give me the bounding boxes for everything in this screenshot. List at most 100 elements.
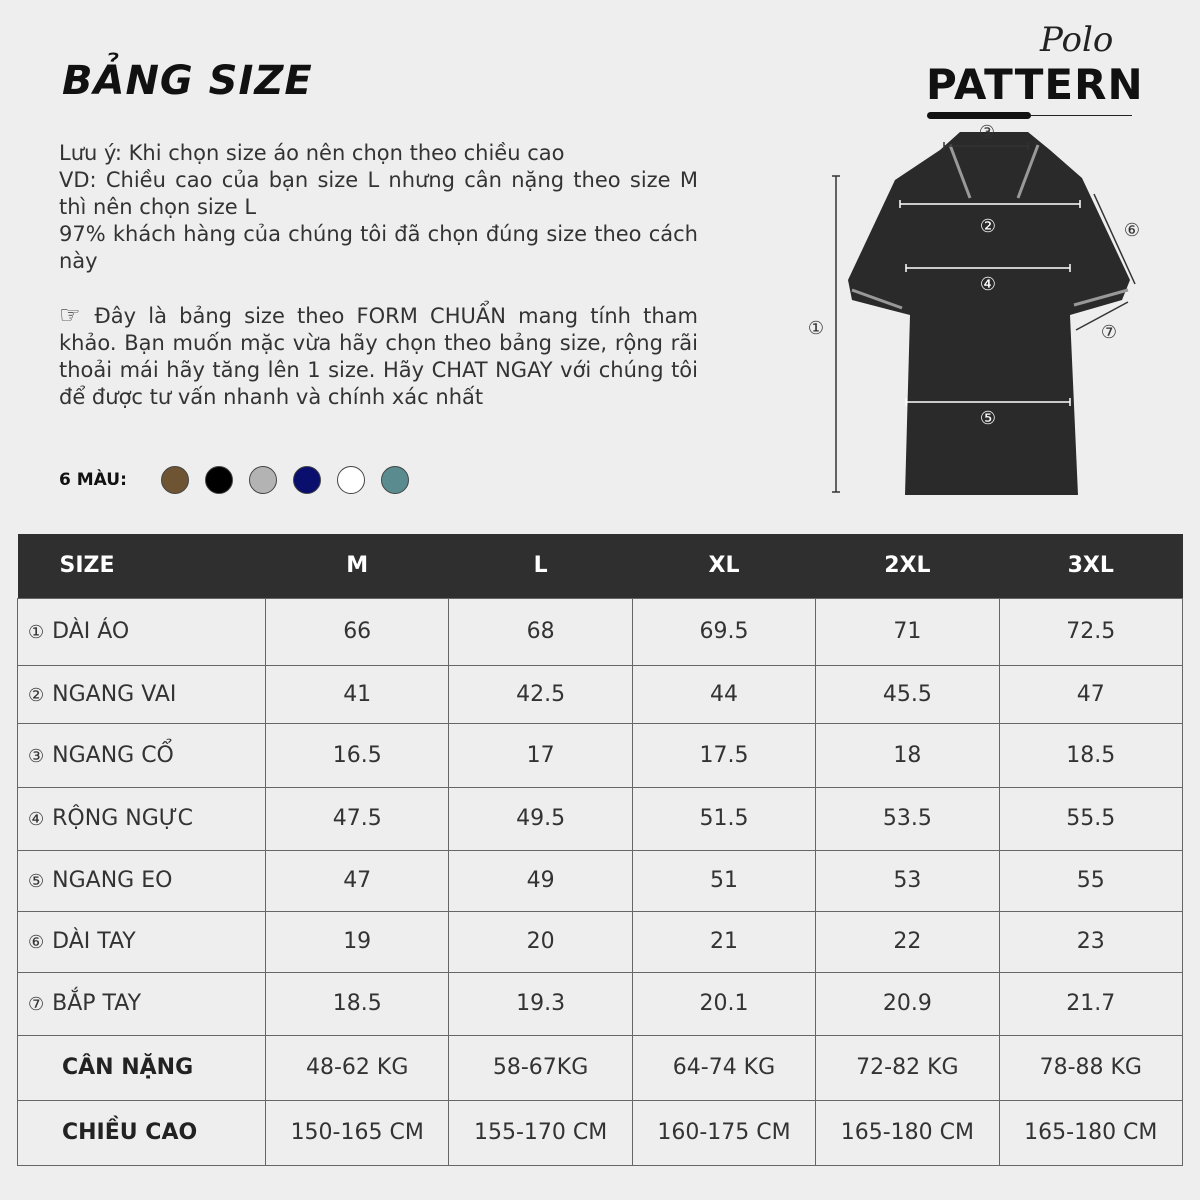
- table-row: ⑥ DÀI TAY 19 20 21 22 23: [17, 910, 1184, 973]
- column-header: L: [448, 534, 633, 598]
- table-row: ② NGANG VAI 41 42.5 44 45.5 47: [17, 664, 1184, 724]
- marker-6: ⑥: [1124, 220, 1140, 241]
- row-label-text: CÂN NẶNG: [62, 1055, 194, 1080]
- table-cell: 41: [264, 664, 450, 724]
- marker-3: ③: [979, 122, 995, 143]
- tip-text: ☞ Đây là bảng size theo FORM CHUẨN mang t…: [59, 302, 698, 411]
- marker-5: ⑤: [980, 408, 996, 429]
- marker-number: ③: [28, 745, 45, 767]
- marker-number: ⑦: [28, 994, 45, 1015]
- table-cell: 18.5: [998, 722, 1184, 788]
- divider: [960, 115, 1132, 116]
- table-cell: 21.7: [998, 971, 1184, 1036]
- table-cell: 66: [264, 597, 450, 666]
- marker-number: ④: [28, 809, 45, 830]
- table-cell: 48-62 KG: [264, 1034, 450, 1101]
- size-notes: Lưu ý: Khi chọn size áo nên chọn theo ch…: [59, 140, 698, 275]
- table-cell: 160-175 CM: [631, 1099, 817, 1166]
- table-cell: 42.5: [448, 664, 633, 724]
- marker-number: ⑤: [28, 871, 45, 892]
- note-line: Lưu ý: Khi chọn size áo nên chọn theo ch…: [59, 141, 565, 165]
- color-swatch[interactable]: [380, 466, 409, 494]
- table-cell: 150-165 CM: [264, 1099, 450, 1166]
- column-header: M: [265, 534, 449, 598]
- pointing-hand-icon: ☞: [59, 301, 81, 329]
- table-cell: 72.5: [998, 597, 1184, 666]
- row-label: CÂN NẶNG: [17, 1034, 266, 1101]
- table-cell: 71: [815, 597, 1000, 666]
- table-cell: 18.5: [264, 971, 450, 1036]
- row-label: ⑤ NGANG EO: [17, 849, 266, 912]
- marker-number: ②: [28, 684, 45, 706]
- table-cell: 165-180 CM: [815, 1099, 1000, 1166]
- table-cell: 19.3: [448, 971, 633, 1036]
- table-cell: 16.5: [264, 722, 450, 788]
- table-cell: 17: [448, 722, 633, 788]
- marker-1: ①: [808, 318, 824, 339]
- color-swatch[interactable]: [248, 466, 277, 494]
- colors-label: 6 MÀU:: [59, 470, 127, 490]
- waist-line: [905, 398, 1071, 406]
- table-cell: 20.9: [815, 971, 1000, 1036]
- table-cell: 49: [448, 849, 633, 912]
- shirt-diagram: ③ ② ④ ⑤ ① ⑥ ⑦: [808, 122, 1140, 495]
- table-row: CHIỀU CAO 150-165 CM 155-170 CM 160-175 CM 1…: [17, 1099, 1184, 1166]
- table-row: ④ RỘNG NGỰC 47.5 49.5 51.5 53.5 55.5: [17, 786, 1184, 851]
- column-header: 2XL: [815, 534, 1000, 598]
- row-label-text: NGANG VAI: [52, 681, 177, 707]
- row-label-text: NGANG CỔ: [52, 742, 174, 768]
- row-label: ⑦ BẮP TAY: [17, 971, 266, 1036]
- color-swatch[interactable]: [292, 466, 321, 494]
- color-swatch[interactable]: [204, 466, 233, 494]
- neck-line: [943, 142, 1029, 150]
- table-cell: 18: [815, 722, 1000, 788]
- row-label: CHIỀU CAO: [17, 1099, 266, 1166]
- table-row: ⑤ NGANG EO 47 49 51 53 55: [17, 849, 1184, 912]
- row-label-text: NGANG EO: [52, 868, 173, 893]
- table-cell: 47: [998, 664, 1184, 724]
- table-cell: 53: [815, 849, 1000, 912]
- table-header-row: SIZE M L XL 2XL 3XL: [17, 534, 1183, 598]
- table-cell: 51: [631, 849, 817, 912]
- color-swatch[interactable]: [160, 466, 189, 494]
- table-cell: 69.5: [631, 597, 817, 666]
- marker-number: ①: [28, 622, 45, 643]
- row-label: ② NGANG VAI: [17, 664, 266, 724]
- table-cell: 51.5: [631, 786, 817, 851]
- table-cell: 49.5: [448, 786, 633, 851]
- row-label-text: CHIỀU CAO: [62, 1120, 198, 1145]
- table-row: CÂN NẶNG 48-62 KG 58-67KG 64-74 KG 72-82 KG 7…: [17, 1034, 1184, 1101]
- column-header: 3XL: [999, 534, 1183, 598]
- column-header: SIZE: [17, 534, 266, 598]
- table-cell: 53.5: [815, 786, 1000, 851]
- table-cell: 72-82 KG: [815, 1034, 1000, 1101]
- chest-line: [905, 264, 1071, 272]
- divider-accent: [927, 112, 1031, 119]
- table-cell: 20: [448, 910, 633, 973]
- table-cell: 21: [631, 910, 817, 973]
- table-cell: 155-170 CM: [448, 1099, 633, 1166]
- table-cell: 55.5: [998, 786, 1184, 851]
- page-title: BẢNG SIZE: [62, 58, 313, 104]
- row-label: ① DÀI ÁO: [17, 597, 266, 666]
- column-header: XL: [632, 534, 816, 598]
- length-line: [832, 175, 840, 493]
- marker-7: ⑦: [1101, 322, 1117, 343]
- table-row: ① DÀI ÁO 66 68 69.5 71 72.5: [17, 597, 1184, 666]
- polo-shirt-image: [848, 132, 1130, 495]
- table-cell: 19: [264, 910, 450, 973]
- table-cell: 45.5: [815, 664, 1000, 724]
- tip-body: Đây là bảng size theo FORM CHUẨN mang tí…: [59, 304, 698, 409]
- color-swatch[interactable]: [336, 466, 365, 494]
- table-cell: 17.5: [631, 722, 817, 788]
- note-line: VD: Chiều cao của bạn size L nhưng cân n…: [59, 168, 698, 219]
- bicep-line: [1075, 301, 1129, 331]
- shoulder-line: [899, 200, 1081, 208]
- table-cell: 44: [631, 664, 817, 724]
- row-label-text: RỘNG NGỰC: [52, 806, 193, 831]
- color-options: 6 MÀU:: [59, 466, 425, 494]
- table-cell: 165-180 CM: [998, 1099, 1184, 1166]
- row-label: ④ RỘNG NGỰC: [17, 786, 266, 851]
- marker-number: ⑥: [28, 932, 45, 953]
- table-cell: 68: [448, 597, 633, 666]
